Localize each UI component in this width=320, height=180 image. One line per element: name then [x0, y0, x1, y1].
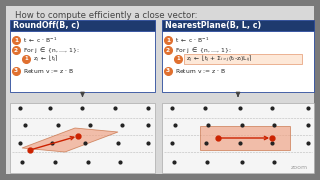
- Text: 3: 3: [14, 69, 18, 73]
- Text: t $\leftarrow$ c $\cdot$ B$^{-1}$: t $\leftarrow$ c $\cdot$ B$^{-1}$: [23, 35, 57, 45]
- FancyBboxPatch shape: [10, 103, 155, 173]
- Text: RoundOff(B, c): RoundOff(B, c): [13, 21, 80, 30]
- FancyBboxPatch shape: [162, 103, 314, 173]
- FancyBboxPatch shape: [10, 31, 155, 92]
- Text: 2: 2: [14, 48, 18, 53]
- FancyBboxPatch shape: [200, 126, 290, 150]
- Text: 1: 1: [24, 57, 28, 62]
- Text: How to compute efficiently a close vector:: How to compute efficiently a close vecto…: [15, 11, 197, 20]
- FancyBboxPatch shape: [162, 31, 314, 92]
- Text: For j $\in$ {n, $\ldots$, 1}:: For j $\in$ {n, $\ldots$, 1}:: [175, 45, 231, 55]
- Text: Return v := z $\cdot$ B: Return v := z $\cdot$ B: [175, 67, 226, 75]
- Text: Return v := z $\cdot$ B: Return v := z $\cdot$ B: [23, 67, 74, 75]
- Text: z$_j$ $\leftarrow$ $\lfloor$t$_j$$\rceil$: z$_j$ $\leftarrow$ $\lfloor$t$_j$$\rceil…: [33, 53, 59, 65]
- Text: t $\leftarrow$ c $\cdot$ B$^{-1}$: t $\leftarrow$ c $\cdot$ B$^{-1}$: [175, 35, 209, 45]
- Text: 1: 1: [176, 57, 180, 62]
- Text: For j $\in$ {n, $\ldots$, 1}:: For j $\in$ {n, $\ldots$, 1}:: [23, 45, 79, 55]
- Text: 2: 2: [166, 48, 170, 53]
- Text: NearestPlane(B, L, c): NearestPlane(B, L, c): [165, 21, 261, 30]
- Text: 1: 1: [166, 37, 170, 42]
- FancyBboxPatch shape: [10, 20, 155, 31]
- Text: 1: 1: [14, 37, 18, 42]
- Text: zoom: zoom: [291, 165, 308, 170]
- FancyBboxPatch shape: [162, 20, 314, 31]
- Polygon shape: [22, 128, 118, 152]
- Text: 3: 3: [166, 69, 170, 73]
- FancyBboxPatch shape: [184, 54, 302, 64]
- FancyBboxPatch shape: [6, 6, 314, 174]
- Text: z$_j$ $\leftarrow$ $\lfloor$t$_j$ + $\Sigma_{i>j}$(t$_i$-z$_i$)L$_{ij}$$\rceil$: z$_j$ $\leftarrow$ $\lfloor$t$_j$ + $\Si…: [186, 53, 252, 65]
